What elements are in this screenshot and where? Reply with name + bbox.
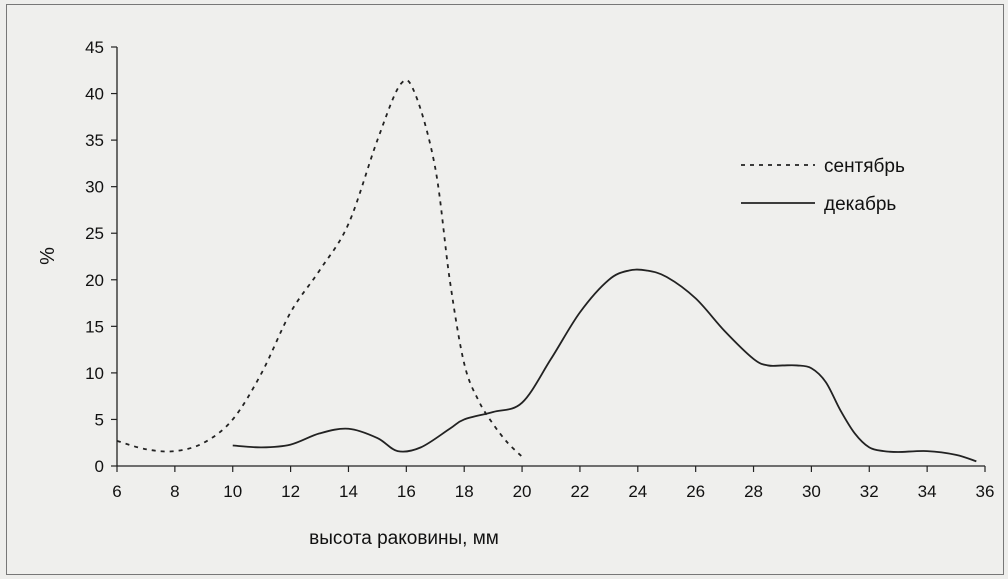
x-tick-label: 16: [397, 482, 416, 501]
x-tick-label: 28: [744, 482, 763, 501]
y-tick-label: 35: [85, 131, 104, 150]
x-tick-label: 34: [918, 482, 937, 501]
y-tick-label: 40: [85, 85, 104, 104]
y-ticks: 0 5 10 15 20 25 30 35 40 45: [85, 38, 117, 476]
x-tick-label: 8: [170, 482, 179, 501]
y-axis-label: %: [37, 247, 59, 265]
x-tick-label: 30: [802, 482, 821, 501]
x-tick-label: 24: [628, 482, 647, 501]
y-tick-label: 0: [95, 457, 104, 476]
x-tick-label: 14: [339, 482, 358, 501]
x-tick-label: 22: [570, 482, 589, 501]
series-line-0: [116, 79, 523, 458]
y-tick-label: 20: [85, 271, 104, 290]
x-tick-label: 12: [281, 482, 300, 501]
x-tick-label: 6: [112, 482, 121, 501]
series-layer: [116, 79, 977, 463]
x-tick-label: 36: [976, 482, 995, 501]
axes: [116, 47, 985, 467]
x-tick-label: 18: [455, 482, 474, 501]
y-tick-label: 10: [85, 364, 104, 383]
y-tick-label: 45: [85, 38, 104, 57]
x-tick-label: 32: [860, 482, 879, 501]
legend-label-0: сентябрь: [824, 156, 905, 177]
y-tick-label: 5: [95, 410, 104, 429]
legend-label-1: декабрь: [824, 194, 896, 215]
x-tick-label: 26: [686, 482, 705, 501]
chart-frame: 0 5 10 15 20 25 30 35 40 45 6 8 10 12 14 16 18 20 22 24 26 2…: [6, 4, 1004, 575]
y-tick-label: 30: [85, 178, 104, 197]
y-tick-label: 15: [85, 317, 104, 336]
x-axis-label: высота раковины, мм: [309, 528, 499, 549]
series-line-1: [232, 268, 977, 463]
x-tick-label: 20: [513, 482, 532, 501]
x-ticks: 6 8 10 12 14 16 18 20 22 24 26 28 30 32 34 36: [112, 466, 994, 501]
x-tick-label: 10: [223, 482, 242, 501]
line-chart: 0 5 10 15 20 25 30 35 40 45 6 8 10 12 14 16 18 20 22 24 26 2…: [37, 38, 994, 549]
y-tick-label: 25: [85, 224, 104, 243]
legend: сентябрь декабрь: [741, 156, 905, 215]
